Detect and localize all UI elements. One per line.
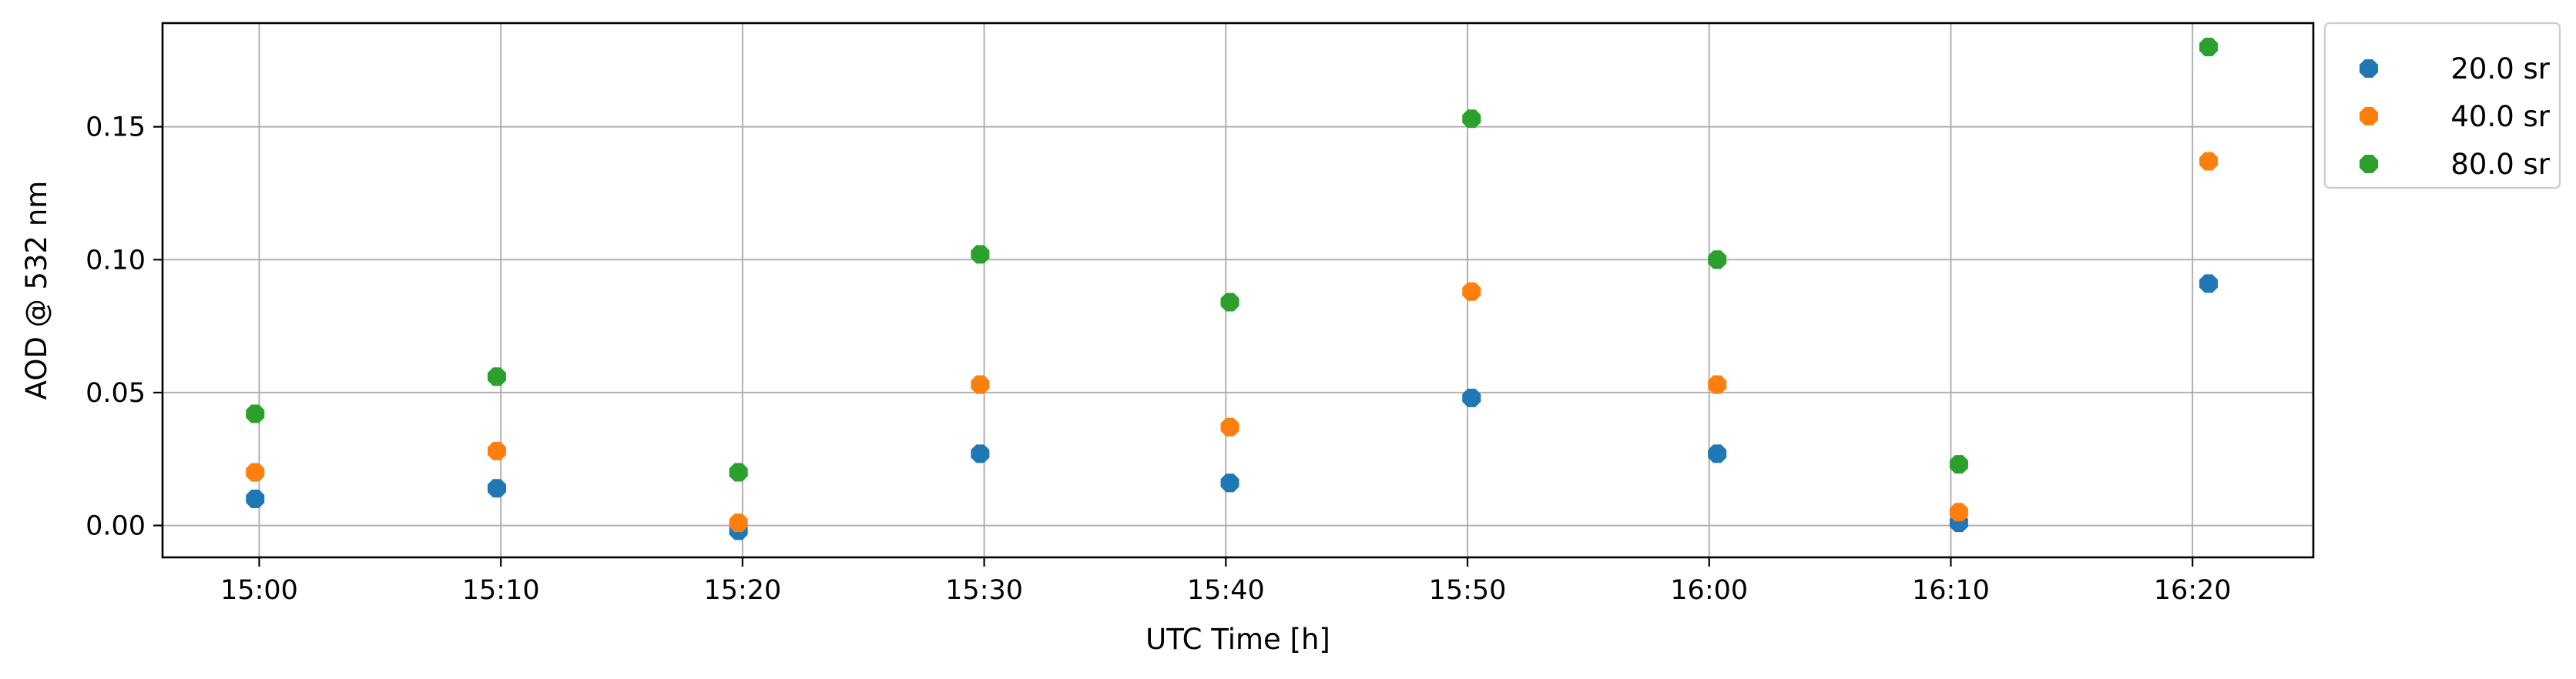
data-point [487,367,506,386]
plot-frame [161,22,2315,559]
legend-label: 40.0 sr [2450,100,2550,133]
x-tick-label: 16:00 [1670,575,1748,606]
data-point [1708,250,1727,269]
data-point [971,375,990,394]
data-point [1708,375,1727,394]
data-point [971,245,990,264]
data-point [1949,503,1968,522]
data-point [1220,293,1239,312]
legend-label: 20.0 sr [2450,52,2550,85]
y-tick-label: 0.10 [86,245,146,276]
legend-marker [2359,154,2379,174]
legend-box [2323,22,2561,189]
data-point [1949,455,1968,474]
series-2 [246,38,2219,482]
data-point [729,513,748,533]
data-point [246,463,265,482]
legend: 20.0 sr 40.0 sr 80.0 sr [2323,22,2561,189]
series-1 [246,152,2219,533]
legend-label: 80.0 sr [2450,148,2550,181]
legend-marker [2359,106,2379,126]
series-0 [246,274,2219,540]
data-point [1462,282,1481,301]
data-point [1708,444,1727,463]
x-tick-label: 15:50 [1429,575,1507,606]
data-point [2199,152,2219,171]
x-tick-label: 16:10 [1912,575,1990,606]
data-point [246,490,265,509]
data-point [487,441,506,460]
data-point [1220,473,1239,493]
data-point [1462,109,1481,129]
x-tick-label: 15:30 [945,575,1023,606]
data-point [2199,38,2219,57]
x-axis-ticks: 15:00 15:10 15:20 15:30 15:40 15:50 16:00 16:10… [220,557,2232,606]
y-tick-label: 0.00 [86,511,146,542]
legend-marker [2359,59,2379,79]
y-axis-ticks: 0.00 0.05 0.10 0.15 [86,112,163,542]
grid-lines [163,23,2313,557]
data-point [2199,274,2219,293]
x-tick-label: 15:40 [1187,575,1265,606]
x-axis-label: UTC Time [h] [1145,623,1330,656]
data-points [246,38,2219,540]
data-point [729,463,748,482]
x-tick-label: 16:20 [2154,575,2232,606]
data-point [487,479,506,498]
data-point [971,444,990,463]
x-tick-label: 15:00 [220,575,298,606]
x-tick-label: 15:10 [462,575,540,606]
x-tick-label: 15:20 [703,575,781,606]
y-axis-label: AOD @ 532 nm [20,181,53,400]
data-point [1462,388,1481,407]
y-tick-label: 0.15 [86,112,146,143]
data-point [246,404,265,423]
data-point [1220,417,1239,436]
y-tick-label: 0.05 [86,378,146,409]
